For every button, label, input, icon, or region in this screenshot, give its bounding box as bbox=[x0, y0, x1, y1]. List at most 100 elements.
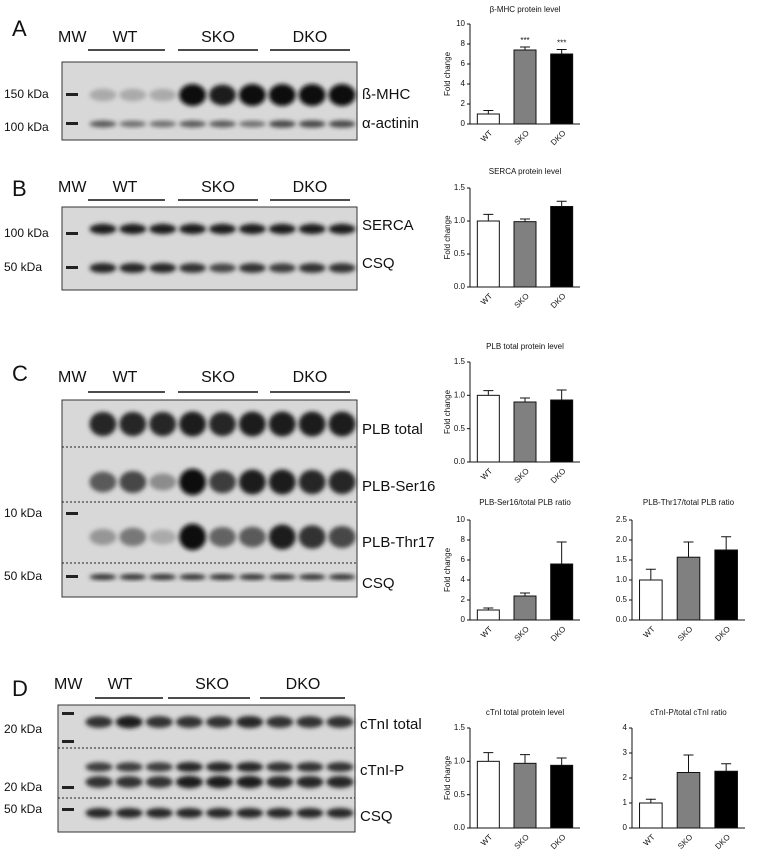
blot-band bbox=[205, 775, 234, 789]
y-tick-label: 0.0 bbox=[454, 457, 466, 466]
ladder-band bbox=[66, 93, 78, 96]
blot-band bbox=[268, 574, 296, 580]
bar-chart: β-MHC protein level Fold change 0 2 4 6 8 10 WT *… bbox=[443, 5, 580, 147]
ladder-band bbox=[62, 740, 74, 743]
bar bbox=[476, 760, 500, 829]
blot-band bbox=[145, 716, 173, 728]
blot-band bbox=[119, 527, 147, 547]
blot-band bbox=[298, 223, 326, 235]
blot-band bbox=[179, 223, 207, 235]
y-tick-label: 0.0 bbox=[454, 282, 466, 291]
group-label: DKO bbox=[286, 676, 321, 693]
protein-label: cTnI-P bbox=[360, 762, 404, 779]
bar bbox=[550, 563, 574, 621]
x-tick-label: WT bbox=[642, 624, 657, 639]
y-tick-label: 6 bbox=[461, 59, 466, 68]
y-tick-label: 2 bbox=[461, 99, 466, 108]
bar bbox=[513, 762, 537, 829]
error-bar bbox=[683, 541, 694, 558]
error-bar bbox=[556, 389, 567, 400]
blot-band bbox=[236, 807, 264, 819]
x-tick-label: SKO bbox=[676, 833, 694, 851]
mw-marker: 50 kDa bbox=[4, 260, 42, 274]
blot-band bbox=[326, 775, 354, 789]
blot-band bbox=[149, 223, 177, 235]
panel-letter: D bbox=[12, 676, 28, 701]
blot-band bbox=[175, 775, 203, 789]
protein-label: CSQ bbox=[362, 255, 395, 272]
y-tick-label: 0.0 bbox=[454, 823, 466, 832]
blot-band bbox=[266, 762, 294, 772]
blot-band bbox=[119, 223, 147, 235]
y-tick-label: 3 bbox=[623, 748, 628, 757]
blot-band bbox=[209, 263, 236, 273]
x-tick-label: WT bbox=[479, 832, 494, 847]
mw-label: MW bbox=[58, 179, 87, 196]
blot-band bbox=[89, 471, 117, 493]
blot-band bbox=[328, 525, 356, 549]
y-tick-label: 8 bbox=[461, 39, 466, 48]
y-axis-label: Fold change bbox=[443, 389, 452, 434]
bar bbox=[476, 113, 500, 125]
mw-marker: 100 kDa bbox=[4, 226, 49, 240]
blot-band bbox=[119, 574, 147, 580]
x-tick-label: SKO bbox=[513, 625, 531, 643]
chart-title: SERCA protein level bbox=[489, 167, 562, 176]
chart-title: cTnI-P/total cTnI ratio bbox=[650, 708, 727, 717]
blot-band bbox=[85, 762, 113, 772]
error-bar bbox=[683, 754, 694, 773]
blot-band bbox=[85, 776, 113, 788]
ladder-band bbox=[62, 712, 74, 715]
blot-band bbox=[115, 762, 143, 772]
blot-band bbox=[85, 807, 113, 819]
bar-chart: PLB-Ser16/total PLB ratio Fold change 0 2 4 6… bbox=[443, 498, 580, 643]
group-label: WT bbox=[113, 369, 138, 386]
error-bar bbox=[556, 49, 567, 54]
blot-band bbox=[236, 715, 264, 729]
error-bar bbox=[483, 110, 494, 114]
blot-band bbox=[175, 807, 203, 819]
bar-chart: cTnI total protein level Fold change 0.0 0.… bbox=[443, 708, 580, 851]
y-tick-label: 4 bbox=[461, 79, 466, 88]
group-label: SKO bbox=[201, 29, 235, 46]
protein-label: SERCA bbox=[362, 217, 414, 234]
error-bar bbox=[556, 757, 567, 766]
blot-band bbox=[268, 84, 296, 106]
blot-band bbox=[298, 411, 326, 437]
blot-band bbox=[149, 411, 177, 437]
bar bbox=[550, 53, 574, 125]
significance: *** bbox=[520, 36, 529, 45]
bar bbox=[639, 802, 663, 829]
error-bar bbox=[483, 390, 494, 396]
bar bbox=[550, 205, 574, 288]
ladder-band bbox=[66, 575, 78, 578]
group-label: WT bbox=[108, 676, 133, 693]
blot-band bbox=[149, 574, 177, 580]
ladder-band bbox=[66, 122, 78, 125]
blot-panel: D MW WT SKO DKO 20 kDa 20 kDa 50 kDa cTnI total c… bbox=[4, 676, 422, 833]
blot-band bbox=[175, 761, 203, 773]
error-bar bbox=[520, 397, 530, 402]
blot-band bbox=[179, 84, 207, 106]
mw-marker: 20 kDa bbox=[4, 722, 42, 736]
blot-band bbox=[209, 84, 236, 106]
error-bar bbox=[556, 541, 567, 564]
mw-marker: 10 kDa bbox=[4, 506, 42, 520]
blot-band bbox=[328, 411, 356, 437]
protein-label: PLB total bbox=[362, 421, 423, 438]
x-tick-label: SKO bbox=[513, 467, 531, 485]
y-tick-label: 0.0 bbox=[616, 615, 628, 624]
blot-band bbox=[298, 525, 326, 549]
error-bar bbox=[483, 213, 494, 221]
bar bbox=[714, 770, 738, 829]
error-bar bbox=[483, 607, 494, 610]
ladder-band bbox=[62, 786, 74, 789]
blot-band bbox=[238, 263, 266, 273]
blot-band bbox=[266, 775, 294, 789]
x-tick-label: DKO bbox=[549, 833, 568, 852]
y-tick-label: 0.5 bbox=[454, 790, 466, 799]
blot-band bbox=[145, 807, 173, 819]
y-tick-label: 1 bbox=[623, 798, 628, 807]
y-axis-label: Fold change bbox=[443, 215, 452, 260]
blot-band bbox=[328, 574, 356, 580]
